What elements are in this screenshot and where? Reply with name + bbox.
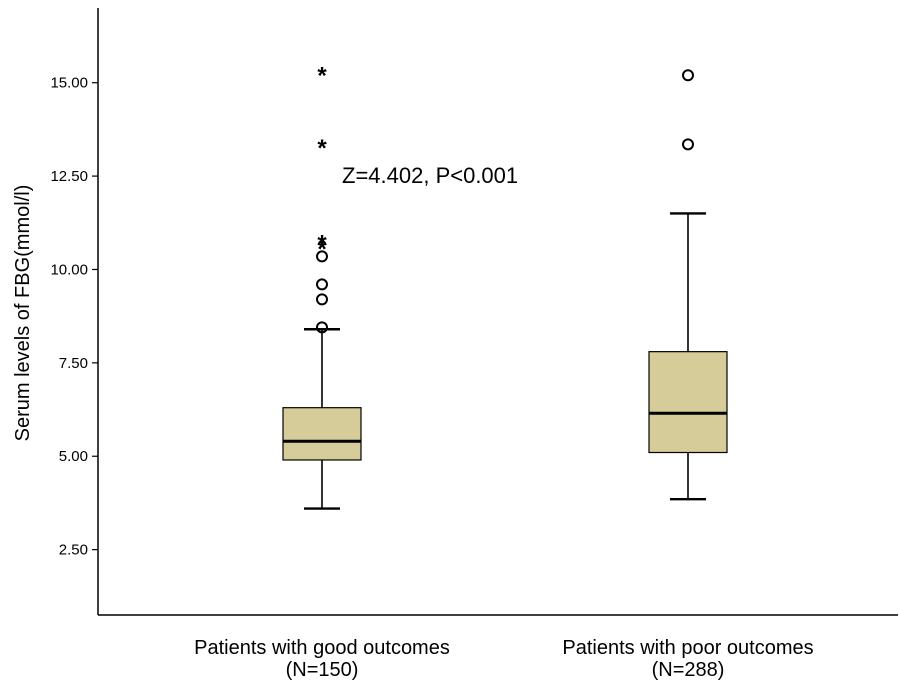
box-series: **** xyxy=(282,62,728,510)
box-group xyxy=(648,69,728,501)
category-label: Patients with good outcomes xyxy=(194,637,450,659)
outlier-point xyxy=(316,278,328,291)
iqr-box xyxy=(282,407,362,461)
iqr-box xyxy=(648,351,728,454)
y-tick-label: 15.00 xyxy=(50,75,88,92)
box-group: **** xyxy=(282,62,362,510)
plot-frame xyxy=(97,8,898,616)
y-axis-label: Serum levels of FBG(mmol/l) xyxy=(12,185,34,442)
category-labels: Patients with good outcomes(N=150) Patien… xyxy=(194,637,813,681)
extreme-point: * xyxy=(317,236,327,263)
y-tick-label: 7.50 xyxy=(59,355,88,372)
outlier-point xyxy=(316,250,328,263)
extreme-point: * xyxy=(317,62,327,89)
y-tick-label: 10.00 xyxy=(50,261,88,278)
category-n-label: (N=288) xyxy=(652,659,725,681)
y-tick-label: 12.50 xyxy=(50,168,88,185)
outlier-point xyxy=(316,293,328,306)
y-tick-label: 5.00 xyxy=(59,448,88,465)
extreme-point: * xyxy=(317,135,327,162)
category-label: Patients with poor outcomes xyxy=(562,637,813,659)
y-tick-label: 2.50 xyxy=(59,542,88,559)
y-axis: 2.50 5.00 7.50 10.00 12.50 15.00 xyxy=(50,75,98,559)
test-statistic-annotation: Z=4.402, P<0.001 xyxy=(342,163,518,188)
outlier-point xyxy=(682,138,694,151)
outlier-point xyxy=(682,69,694,82)
category-n-label: (N=150) xyxy=(286,659,359,681)
extreme-point: * xyxy=(317,230,327,257)
outlier-point xyxy=(316,321,328,334)
